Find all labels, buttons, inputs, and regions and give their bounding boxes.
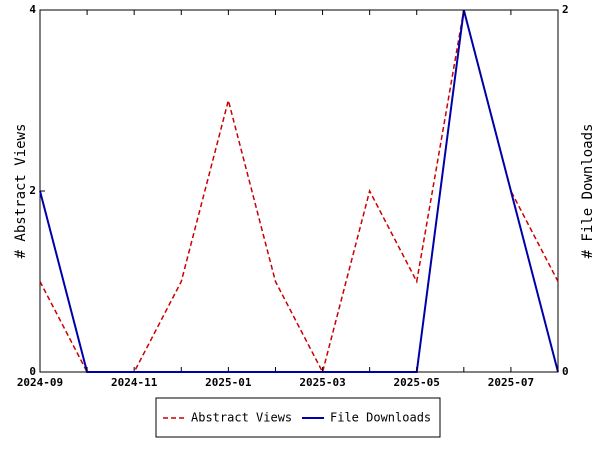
- x-tick-label: 2025-05: [394, 376, 440, 389]
- legend-label-file-downloads: File Downloads: [330, 411, 431, 425]
- legend-box: [155, 397, 441, 438]
- axis-layer: 2024-09 2024-11 2025-01 2025-03 2025-05 2025-…: [17, 3, 569, 389]
- series-line-file-downloads: [39, 9, 559, 373]
- y-right-tick-label: 2: [562, 3, 569, 16]
- y-right-tick-label: 0: [562, 365, 569, 378]
- x-tick-label: 2024-11: [111, 376, 158, 389]
- legend: Abstract Views File Downloads: [155, 397, 441, 438]
- y-left-tick-label: 0: [29, 365, 36, 378]
- legend-label-abstract-views: Abstract Views: [191, 411, 292, 425]
- y-left-tick-label: 4: [29, 3, 36, 16]
- plot-area: [39, 9, 559, 373]
- x-tick-label: 2024-09: [17, 376, 63, 389]
- y-left-tick-label: 2: [29, 184, 36, 197]
- x-tick-label: 2025-01: [205, 376, 252, 389]
- left-axis-title: # Abstract Views: [13, 124, 29, 259]
- x-tick-label: 2025-07: [488, 376, 534, 389]
- right-axis-title: # File Downloads: [580, 124, 596, 259]
- x-tick-label: 2025-03: [299, 376, 345, 389]
- series-layer: [39, 9, 559, 375]
